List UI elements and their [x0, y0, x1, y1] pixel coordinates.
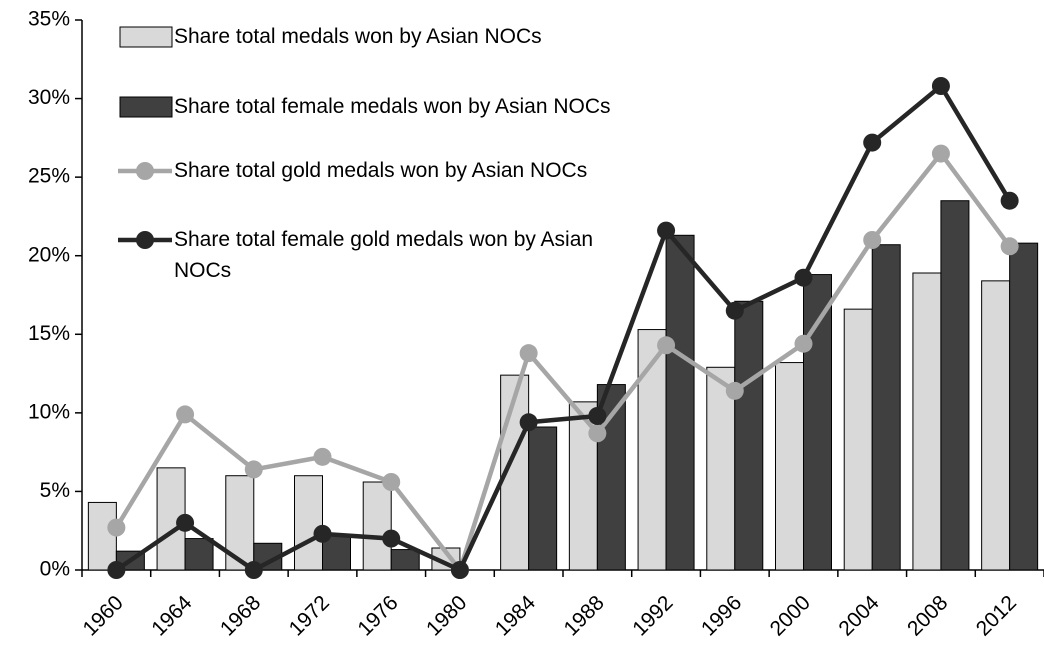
x-tick-label: 1968: [216, 591, 265, 640]
marker: [863, 133, 882, 152]
y-tick-label: 0%: [40, 558, 70, 581]
bar: [184, 538, 214, 571]
y-tick-label: 5%: [40, 479, 70, 502]
bar: [390, 549, 420, 571]
x-tick-label: 2012: [972, 591, 1021, 640]
marker: [519, 344, 538, 363]
marker: [450, 561, 469, 579]
bar: [1009, 242, 1039, 571]
y-tick-label: 30%: [28, 86, 70, 109]
bar: [940, 200, 970, 571]
x-tick-label: 2000: [766, 591, 815, 640]
bar: [706, 366, 736, 571]
x-tick-label: 1980: [422, 591, 471, 640]
marker: [725, 381, 744, 400]
bar: [981, 280, 1011, 571]
y-tick-label: 15%: [28, 322, 70, 345]
marker: [657, 336, 676, 355]
marker: [588, 407, 607, 425]
marker: [382, 473, 401, 491]
bar: [775, 362, 804, 571]
marker: [244, 460, 263, 479]
marker: [313, 524, 332, 543]
y-tick-label: 10%: [28, 400, 70, 423]
marker: [107, 561, 126, 579]
legend-label: Share total medals won by Asian NOCs: [174, 25, 542, 48]
bar: [843, 308, 873, 571]
marker: [588, 424, 607, 443]
legend-swatch: [136, 231, 154, 249]
marker: [931, 144, 950, 163]
marker: [1000, 191, 1019, 210]
marker: [313, 447, 332, 466]
legend-label: Share total gold medals won by Asian NOC…: [174, 159, 588, 182]
marker: [107, 518, 126, 537]
bar: [294, 475, 323, 571]
marker: [382, 529, 401, 548]
x-tick-label: 1996: [697, 591, 746, 640]
marker: [863, 231, 882, 249]
bar: [734, 300, 764, 571]
bar: [362, 481, 392, 571]
bar: [871, 244, 901, 571]
marker: [1000, 237, 1019, 256]
legend-label: Share total female medals won by Asian N…: [174, 95, 611, 118]
marker: [794, 268, 813, 287]
y-tick-label: 35%: [28, 8, 70, 31]
x-tick-label: 1988: [560, 591, 609, 640]
legend-swatch: [119, 96, 173, 118]
legend-item: [119, 26, 173, 48]
x-tick-label: 1992: [628, 591, 677, 640]
x-tick-label: 1984: [491, 591, 541, 641]
line: [115, 83, 1012, 573]
x-tick-label: 2008: [903, 591, 952, 640]
marker: [794, 334, 813, 353]
x-tick-label: 1964: [147, 591, 197, 641]
bar: [87, 501, 117, 571]
legend-item: [118, 162, 172, 180]
legend-item: [118, 231, 172, 249]
marker: [176, 405, 195, 424]
x-tick-label: 2004: [834, 591, 884, 641]
x-tick-label: 1976: [353, 591, 402, 640]
bar: [665, 234, 695, 571]
marker: [931, 77, 950, 95]
line: [114, 151, 1012, 573]
marker: [176, 513, 195, 532]
bar: [637, 329, 667, 571]
marker: [519, 413, 538, 432]
legend-swatch: [136, 162, 154, 180]
marker: [657, 221, 676, 240]
y-tick-label: 25%: [28, 165, 70, 188]
legend-label: Share total female gold medals won by As…: [174, 228, 594, 282]
marker: [244, 561, 263, 579]
bar: [528, 426, 558, 571]
marker: [725, 301, 744, 320]
x-tick-label: 1960: [79, 591, 128, 640]
bar: [912, 272, 942, 571]
x-tick-label: 1972: [285, 591, 334, 640]
legend-swatch: [119, 26, 173, 48]
y-tick-label: 20%: [28, 243, 70, 266]
legend-item: [119, 96, 173, 118]
